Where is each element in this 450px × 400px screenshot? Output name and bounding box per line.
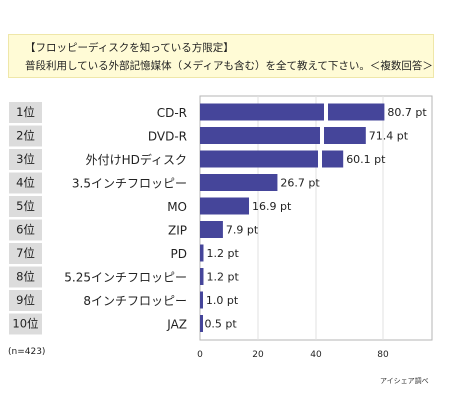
sample-size-label: (n=423): [8, 347, 46, 357]
rank-label: 5位: [16, 199, 35, 213]
value-label: 26.7 pt: [280, 177, 320, 190]
value-label: 1.0 pt: [206, 294, 239, 307]
rank-badge: [9, 102, 42, 123]
rank-badge: [9, 125, 42, 147]
bar: [200, 174, 278, 191]
bar: [200, 315, 203, 332]
category-label: 8インチフロッピー: [83, 294, 187, 308]
value-label: 1.2 pt: [206, 271, 239, 284]
rank-label: 9位: [16, 293, 35, 307]
category-label: 5.25インチフロッピー: [64, 271, 187, 285]
value-label: 7.9 pt: [226, 224, 259, 237]
rank-badge: [9, 313, 42, 335]
axis-break-gap: [324, 102, 328, 122]
category-label: CD-R: [157, 106, 187, 120]
value-label: 16.9 pt: [252, 200, 292, 213]
rank-badge: [9, 266, 42, 288]
bar: [200, 127, 366, 144]
rank-label: 1位: [16, 105, 35, 119]
rank-label: 8位: [16, 270, 35, 284]
value-label: 60.1 pt: [346, 153, 386, 166]
rank-label: 4位: [16, 176, 35, 190]
rank-badge: [9, 196, 42, 217]
bar: [200, 268, 204, 285]
category-label: 外付けHDディスク: [86, 152, 187, 167]
rank-badge: [9, 149, 42, 170]
rank-badge: [9, 172, 42, 194]
category-label: ZIP: [168, 224, 187, 238]
bar: [200, 150, 344, 168]
category-label: DVD-R: [148, 130, 187, 144]
rank-label: 10位: [12, 317, 38, 331]
rank-label: 3位: [16, 152, 35, 166]
rank-badge: [9, 290, 42, 311]
question-box: 【フロッピーディスクを知っている方限定】 普段利用している外部記憶媒体（メディア…: [8, 34, 434, 78]
rank-label: 2位: [16, 129, 35, 143]
value-label: 1.2 pt: [206, 247, 239, 260]
source-label: アイシェア調べ: [380, 377, 429, 385]
category-label: MO: [167, 200, 187, 214]
rank-label: 6位: [16, 223, 35, 237]
x-tick-label: 40: [310, 350, 322, 360]
category-label: 3.5インチフロッピー: [72, 177, 187, 191]
axis-break-gap: [320, 126, 324, 145]
value-label: 71.4 pt: [369, 130, 409, 143]
rank-badge: [9, 243, 42, 264]
category-label: PD: [171, 247, 187, 261]
bar: [200, 103, 385, 121]
axis-break-gap: [318, 149, 322, 169]
bar: [200, 197, 250, 215]
bar: [200, 291, 203, 309]
x-tick-label: 80: [377, 350, 389, 360]
rank-label: 7位: [16, 246, 35, 260]
x-tick-label: 0: [197, 350, 203, 360]
bar: [200, 221, 223, 238]
value-label: 0.5 pt: [204, 318, 237, 331]
value-label: 80.7 pt: [387, 106, 427, 119]
x-tick-label: 20: [252, 350, 264, 360]
rank-badge: [9, 219, 42, 241]
category-label: JAZ: [166, 318, 187, 332]
question-line-2: 普段利用している外部記憶媒体（メディアも含む）を全て教えて下さい。＜複数回答＞: [25, 60, 433, 72]
question-line-1: 【フロッピーディスクを知っている方限定】: [25, 42, 234, 54]
bar: [200, 244, 204, 262]
